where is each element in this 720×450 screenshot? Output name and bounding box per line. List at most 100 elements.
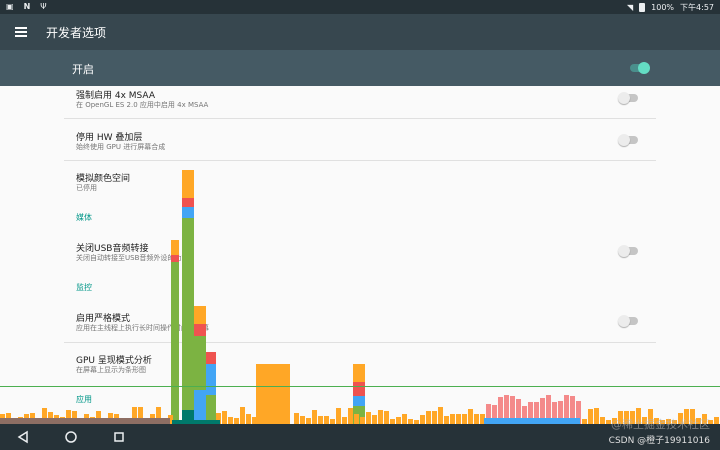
toggle-force-msaa[interactable] xyxy=(618,92,638,104)
setting-title: 模拟颜色空间 xyxy=(76,174,131,184)
n-icon: N xyxy=(23,2,31,11)
gpu-bar xyxy=(372,415,377,424)
gpu-bar xyxy=(558,401,563,424)
gpu-bar xyxy=(171,255,179,262)
gpu-bar xyxy=(132,407,137,424)
gpu-bar xyxy=(522,406,527,424)
section-media: 媒体 xyxy=(76,213,92,222)
setting-summary: 已停用 xyxy=(76,184,97,192)
gpu-bar xyxy=(456,414,461,424)
setting-title: 关闭USB音频转接 xyxy=(76,244,149,254)
gpu-bar xyxy=(222,411,227,424)
home-icon[interactable] xyxy=(64,430,78,444)
gpu-bar xyxy=(408,419,413,424)
gpu-bar xyxy=(300,416,305,424)
gpu-bar xyxy=(206,352,216,364)
gpu-bar xyxy=(414,420,419,424)
divider xyxy=(64,160,656,161)
gpu-bar xyxy=(324,416,329,424)
gpu-bar xyxy=(618,411,623,424)
setting-title: 停用 HW 叠加层 xyxy=(76,133,143,143)
gpu-bar xyxy=(630,411,635,424)
toggle-strict-mode[interactable] xyxy=(618,315,638,327)
back-icon[interactable] xyxy=(16,430,30,444)
gpu-bar xyxy=(672,420,677,424)
gpu-bar xyxy=(312,410,317,424)
gpu-bar xyxy=(336,408,341,424)
gpu-bar xyxy=(552,402,557,424)
app-bar: 开发者选项 xyxy=(0,14,720,50)
gpu-bar xyxy=(468,409,473,424)
gpu-bar xyxy=(714,417,719,424)
gpu-bar xyxy=(353,382,365,396)
gpu-bar xyxy=(42,408,47,424)
gpu-bar xyxy=(462,414,467,424)
usb-icon: Ψ xyxy=(40,2,47,11)
gpu-bar xyxy=(384,411,389,424)
gpu-bar xyxy=(492,405,497,424)
gpu-bar xyxy=(624,411,629,424)
divider xyxy=(64,342,656,343)
gpu-bar xyxy=(240,407,245,424)
status-bar: ▣ N Ψ ◥ 100% 下午4:57 xyxy=(0,0,720,14)
master-switch-bar[interactable]: 开启 xyxy=(0,50,720,86)
gpu-bar xyxy=(690,409,695,424)
gpu-bar xyxy=(330,419,335,424)
gpu-bar xyxy=(642,417,647,424)
gpu-bar xyxy=(206,395,216,424)
toggle-hw-overlay[interactable] xyxy=(618,134,638,146)
gpu-bar xyxy=(534,402,539,424)
setting-title: GPU 呈现模式分析 xyxy=(76,356,152,366)
gpu-bar xyxy=(564,395,569,424)
gpu-bar xyxy=(480,414,485,424)
gpu-bar xyxy=(444,416,449,424)
gpu-bar xyxy=(72,411,77,424)
gpu-bar xyxy=(342,417,347,424)
gpu-bar xyxy=(648,409,653,424)
gpu-bar xyxy=(378,410,383,424)
gpu-bar xyxy=(606,420,611,424)
gpu-bar xyxy=(474,414,479,424)
setting-summary: 在 OpenGL ES 2.0 应用中启用 4x MSAA xyxy=(76,101,209,109)
gpu-bar xyxy=(390,419,395,424)
status-right: ◥ 100% 下午4:57 xyxy=(627,2,714,13)
gpu-bar xyxy=(182,207,194,218)
gpu-bar xyxy=(426,411,431,424)
page-title: 开发者选项 xyxy=(46,26,107,40)
gpu-bar xyxy=(182,198,194,207)
gpu-bar xyxy=(171,240,179,255)
gpu-bar xyxy=(660,420,665,424)
section-monitoring: 监控 xyxy=(76,283,92,292)
gpu-bar xyxy=(402,414,407,424)
menu-icon[interactable] xyxy=(15,27,27,37)
gpu-bar xyxy=(510,396,515,424)
gpu-bar xyxy=(306,418,311,424)
master-toggle[interactable] xyxy=(630,62,650,74)
master-switch-label: 开启 xyxy=(72,63,94,76)
gpu-bar xyxy=(540,398,545,424)
setting-summary: 在屏幕上显示为条形图 xyxy=(76,366,146,374)
frame-time-threshold-line xyxy=(0,386,720,387)
gpu-bar xyxy=(252,417,257,424)
gpu-bar xyxy=(654,418,659,424)
gpu-bar xyxy=(234,418,239,424)
navigation-bar xyxy=(0,424,720,450)
gpu-bar xyxy=(194,390,206,420)
battery-icon xyxy=(639,3,646,12)
gpu-bar xyxy=(594,408,599,424)
setting-title: 强制启用 4x MSAA xyxy=(76,91,155,101)
setting-summary: 应用在主线程上执行长时间操作时闪烁屏幕 xyxy=(76,324,209,332)
gpu-bar xyxy=(636,408,641,424)
gpu-bar xyxy=(438,407,443,424)
gpu-bar xyxy=(182,170,194,198)
gpu-bar xyxy=(348,408,353,424)
gpu-bar xyxy=(486,404,491,424)
gpu-bar xyxy=(206,364,216,395)
gpu-bar xyxy=(702,414,707,424)
gpu-bar xyxy=(168,415,173,424)
toggle-usb-audio[interactable] xyxy=(618,245,638,257)
gpu-bar xyxy=(450,414,455,424)
gpu-bar xyxy=(588,409,593,424)
recents-icon[interactable] xyxy=(112,430,126,444)
